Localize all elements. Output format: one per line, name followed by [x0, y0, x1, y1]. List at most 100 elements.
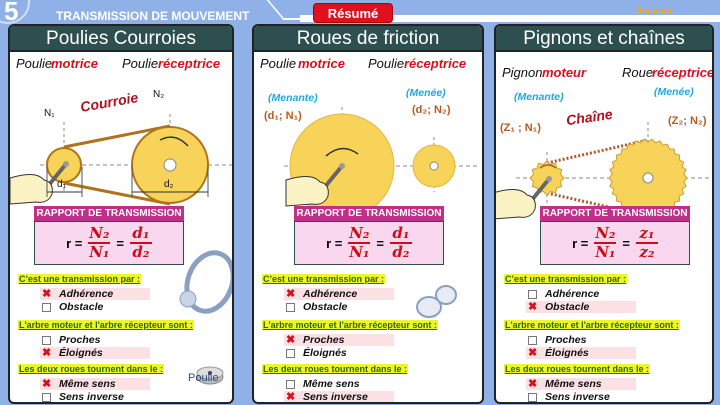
- question-q2: L'arbre moteur et l'arbre récepteur sont…: [262, 320, 438, 330]
- option-label: Même sens: [303, 378, 360, 390]
- question-q3: Les deux roues tournent dans le :: [18, 364, 165, 374]
- right-role: réceptrice: [158, 56, 221, 71]
- empty-checkbox-icon[interactable]: [42, 302, 51, 312]
- hand-crank-icon: [496, 176, 552, 220]
- option-label: Éloignés: [59, 347, 103, 359]
- right-label: Poulie: [122, 56, 159, 71]
- empty-checkbox-icon[interactable]: [528, 335, 537, 345]
- option-adherence[interactable]: ✖ Adhérence: [284, 288, 394, 300]
- checked-cross-icon[interactable]: ✖: [286, 287, 296, 300]
- r-symbol: r =: [326, 235, 343, 251]
- header-line: [300, 15, 720, 22]
- hand-crank-icon: [285, 163, 345, 207]
- panel-1: Roues de friction Poulie motrice Poulie réc…: [252, 24, 484, 404]
- left-label: Poulie: [16, 56, 53, 71]
- ratio-formula: r = N₂ N₁ = d₁ d₂: [34, 221, 184, 265]
- option-inverse[interactable]: Sens inverse: [40, 391, 140, 403]
- option-eloignes[interactable]: ✖ Éloignés: [40, 347, 150, 359]
- option-label: Éloignés: [303, 347, 347, 359]
- checked-cross-icon[interactable]: ✖: [286, 390, 296, 403]
- option-proches[interactable]: Proches: [526, 334, 626, 346]
- right-label: Poulie: [368, 56, 405, 71]
- checked-cross-icon[interactable]: ✖: [528, 300, 538, 313]
- option-proches[interactable]: Proches: [40, 334, 140, 346]
- rotation-arrow: [325, 147, 359, 157]
- panel-title: Roues de friction: [254, 26, 482, 52]
- menee-label: (Menée): [406, 87, 446, 99]
- left-role: moteur: [542, 65, 587, 80]
- option-inverse[interactable]: ✖ Sens inverse: [284, 390, 394, 403]
- option-meme[interactable]: ✖ Même sens: [40, 378, 150, 390]
- pulley-caption: Poulie: [188, 372, 219, 384]
- option-label: Proches: [59, 334, 101, 346]
- right-role: réceptrice: [652, 65, 714, 80]
- n1-label: N₁: [44, 108, 55, 119]
- driver-params: (d₁; N₁): [264, 110, 302, 122]
- option-label: Obstacle: [303, 301, 348, 313]
- numerator: z₁: [639, 224, 655, 243]
- right-label: Roue: [622, 65, 654, 80]
- mechanism-diagram: [284, 107, 479, 318]
- fraction-speed: N₂ N₁: [88, 225, 111, 261]
- question-q2: L'arbre moteur et l'arbre récepteur sont…: [504, 320, 680, 330]
- checked-cross-icon[interactable]: ✖: [42, 377, 52, 390]
- site-logo: Soudanisami.tn: [636, 6, 703, 16]
- panel-title: Pignons et chaînes: [496, 26, 712, 52]
- option-obstacle[interactable]: ✖ Obstacle: [526, 301, 636, 313]
- panel-0: Poulies Courroies Poulie motrice Poulie réc…: [8, 24, 234, 404]
- mechanism-diagram: [496, 122, 711, 232]
- fraction-size: d₁ d₂: [389, 225, 412, 261]
- option-meme[interactable]: ✖ Même sens: [526, 378, 636, 390]
- empty-checkbox-icon[interactable]: [528, 392, 537, 402]
- left-role: motrice: [51, 56, 98, 71]
- ratio-formula: r = N₂ N₁ = z₁ z₂: [540, 221, 690, 265]
- logo-text-a: Soudani: [636, 6, 672, 16]
- denominator: N₁: [595, 242, 616, 261]
- option-inverse[interactable]: Sens inverse: [526, 391, 626, 403]
- driver-params: (Z₁ ; N₁): [500, 122, 541, 134]
- option-label: Adhérence: [303, 288, 358, 300]
- option-meme[interactable]: Même sens: [284, 378, 384, 390]
- rotation-arrow: [159, 136, 189, 147]
- chapter-title: TRANSMISSION DE MOUVEMENT: [56, 9, 250, 23]
- checked-cross-icon[interactable]: ✖: [528, 346, 538, 359]
- option-label: Sens inverse: [59, 391, 124, 403]
- denominator: z₂: [639, 242, 655, 261]
- ratio-title: RAPPORT DE TRANSMISSION: [294, 206, 444, 221]
- friction-wheels-image: [416, 285, 457, 318]
- option-adherence[interactable]: Adhérence: [526, 288, 626, 300]
- panel-title: Poulies Courroies: [10, 26, 232, 52]
- fraction-speed: N₂ N₁: [348, 225, 371, 261]
- rotation-arrow: [539, 164, 557, 169]
- option-label: Obstacle: [545, 301, 590, 313]
- checked-cross-icon[interactable]: ✖: [42, 287, 52, 300]
- panel-2: Pignons et chaînes Pignon moteur Roue récep…: [494, 24, 714, 404]
- menee-label: (Menée): [654, 86, 694, 98]
- option-label: Adhérence: [545, 288, 600, 300]
- empty-checkbox-icon[interactable]: [42, 335, 51, 345]
- denominator: N₁: [89, 242, 110, 261]
- empty-checkbox-icon[interactable]: [286, 302, 295, 312]
- option-label: Sens inverse: [545, 391, 610, 403]
- checked-cross-icon[interactable]: ✖: [42, 346, 52, 359]
- option-eloignes[interactable]: Éloignés: [284, 347, 384, 359]
- empty-checkbox-icon[interactable]: [286, 379, 295, 389]
- chapter-number: 5: [4, 0, 19, 26]
- numerator: d₁: [132, 224, 150, 243]
- option-obstacle[interactable]: Obstacle: [40, 301, 140, 313]
- empty-checkbox-icon[interactable]: [42, 392, 51, 402]
- checked-cross-icon[interactable]: ✖: [528, 377, 538, 390]
- question-q1: C’est une transmission par :: [18, 274, 142, 284]
- option-eloignes[interactable]: ✖ Éloignés: [526, 347, 636, 359]
- mechanism-diagram: [10, 114, 232, 385]
- d2-label: d₂: [164, 179, 174, 190]
- checked-cross-icon[interactable]: ✖: [286, 333, 296, 346]
- ratio-formula: r = N₂ N₁ = d₁ d₂: [294, 221, 444, 265]
- option-obstacle[interactable]: Obstacle: [284, 301, 384, 313]
- equals-sign: =: [622, 235, 630, 251]
- option-adherence[interactable]: ✖ Adhérence: [40, 288, 150, 300]
- left-role: motrice: [298, 56, 345, 71]
- option-proches[interactable]: ✖ Proches: [284, 334, 394, 346]
- empty-checkbox-icon[interactable]: [286, 348, 295, 358]
- empty-checkbox-icon[interactable]: [528, 289, 537, 299]
